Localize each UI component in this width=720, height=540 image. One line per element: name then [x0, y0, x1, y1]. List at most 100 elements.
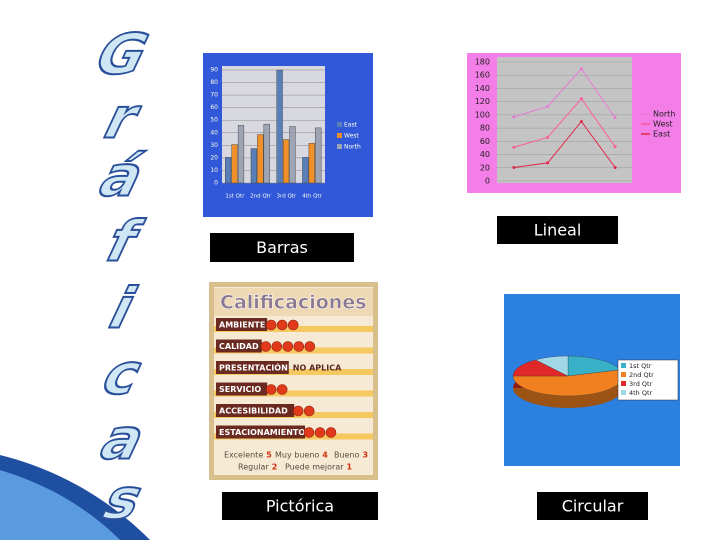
apple	[265, 319, 277, 331]
apple	[314, 427, 326, 438]
row-label-box	[216, 382, 268, 396]
point	[546, 161, 550, 165]
line	[513, 120, 616, 169]
caption-box	[537, 492, 648, 520]
bar	[257, 134, 264, 184]
apple	[304, 341, 316, 352]
line	[513, 68, 616, 118]
y-tick-label: 80	[210, 79, 218, 86]
title-letter: r	[93, 85, 151, 151]
y-tick-label: 160	[475, 71, 490, 80]
row-label-box	[216, 339, 262, 353]
caption: Lineal	[534, 221, 582, 240]
title-letter: a	[89, 406, 157, 472]
legend-label: Excelente	[224, 451, 263, 460]
point	[613, 116, 617, 120]
corner-swoosh	[0, 470, 120, 540]
title-letter: s	[92, 466, 156, 532]
point	[546, 135, 550, 139]
row-label: ESTACIONAMIENTO	[219, 428, 305, 437]
y-tick-label: 60	[480, 137, 490, 146]
y-tick-label: 90	[210, 67, 218, 74]
bar	[225, 157, 232, 184]
apple	[287, 319, 299, 331]
title-letter: c	[91, 341, 155, 407]
line-plot	[497, 57, 632, 183]
legend-label: 2nd Qtr	[629, 371, 654, 379]
legend-label: East	[653, 130, 670, 139]
row-band	[214, 369, 373, 375]
bar	[315, 127, 322, 184]
point	[613, 145, 617, 149]
row-label: ACCESIBILIDAD	[219, 407, 288, 416]
row-label-box	[216, 361, 289, 374]
row-label-box	[216, 404, 295, 417]
row-band	[214, 347, 373, 354]
pie-slice	[535, 355, 569, 377]
legend-value: 3	[362, 451, 368, 460]
y-tick-label: 20	[480, 163, 490, 172]
row-label-box	[216, 318, 268, 331]
caption: Circular	[562, 497, 624, 516]
y-tick-label: 0	[214, 180, 218, 187]
y-tick-label: 180	[475, 58, 490, 67]
apple	[271, 341, 283, 352]
line	[513, 97, 616, 148]
title-letter: á	[88, 143, 156, 209]
legend-value: 1	[347, 463, 353, 472]
y-tick-label: 140	[475, 84, 490, 93]
bar	[302, 157, 309, 184]
legend-label: Bueno	[334, 451, 360, 460]
x-tick-label: 2nd Qtr	[250, 194, 272, 200]
legend-label: 4th Qtr	[629, 389, 653, 397]
legend-label: Muy bueno	[275, 451, 319, 460]
legend-swatch	[621, 390, 626, 395]
bar	[237, 125, 245, 184]
pictorial-title: Calificaciones	[220, 292, 367, 314]
legend-label: Puede mejorar	[285, 463, 344, 472]
row-label: SERVICIO	[219, 385, 261, 394]
y-tick-label: 100	[475, 110, 490, 119]
apple	[276, 384, 288, 395]
legend-swatch	[621, 381, 626, 386]
apple	[303, 427, 315, 438]
y-tick-label: 30	[210, 142, 218, 149]
apple	[303, 405, 315, 417]
caption-box	[210, 233, 354, 262]
point	[512, 145, 516, 149]
legend-label: North	[344, 144, 361, 151]
legend-label: East	[344, 122, 358, 129]
bar	[289, 126, 296, 184]
apple	[292, 405, 304, 417]
point	[546, 104, 550, 108]
point	[579, 120, 583, 123]
legend-label: West	[653, 120, 673, 129]
legend-swatch	[621, 372, 626, 377]
bar	[263, 123, 270, 184]
title-letter: f	[95, 208, 151, 274]
caption-box	[497, 216, 618, 244]
legend-label: West	[344, 133, 359, 140]
row-label: AMBIENTE	[219, 321, 265, 330]
y-tick-label: 50	[210, 117, 218, 124]
apple	[276, 319, 288, 331]
y-tick-label: 0	[485, 177, 490, 186]
bar	[250, 148, 257, 184]
bar	[282, 139, 290, 184]
x-tick-label: 3rd Qtr	[277, 194, 297, 200]
legend-box	[617, 359, 679, 401]
legend-label: 1st Qtr	[629, 362, 652, 370]
caption: Barras	[256, 238, 308, 257]
apple	[260, 341, 272, 352]
row-note: NO APLICA	[293, 364, 342, 373]
title-letter: i	[98, 275, 148, 341]
legend-value: 2	[272, 463, 278, 472]
bar	[308, 143, 315, 184]
point	[613, 166, 617, 170]
x-tick-label: 4th Qtr	[302, 194, 322, 200]
bar	[231, 144, 238, 184]
bar	[276, 69, 283, 184]
x-tick-label: 1st Qtr	[225, 194, 245, 200]
legend-swatch	[337, 122, 342, 127]
